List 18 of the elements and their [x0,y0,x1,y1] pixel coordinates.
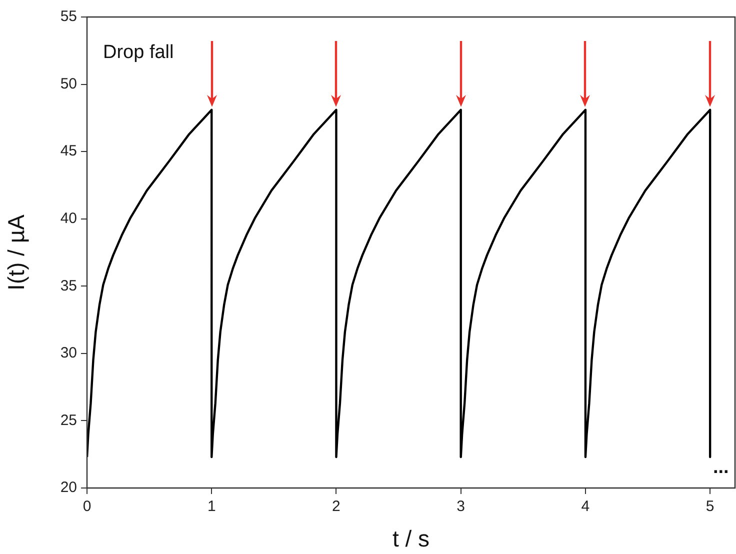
x-tick-label: 0 [82,498,92,516]
y-tick-label: 20 [60,479,77,496]
x-tick-label: 3 [456,498,466,516]
x-axis-title: t / s [392,526,430,552]
x-tick-label: 1 [207,498,216,516]
annotation: ... [713,457,729,478]
y-tick-label: 45 [60,142,77,160]
y-tick-label: 25 [60,412,77,429]
annotation: Drop fall [103,42,174,64]
y-tick-label: 55 [60,8,77,26]
x-tick-label: 4 [581,498,590,516]
x-tick-label: 2 [332,498,340,516]
y-tick-label: 50 [60,75,77,92]
y-tick-label: 30 [60,344,77,362]
y-tick-label: 35 [60,277,77,294]
x-tick-label: 5 [706,498,714,516]
y-tick-label: 40 [60,210,77,227]
y-axis-title: I(t) / µA [3,214,30,290]
